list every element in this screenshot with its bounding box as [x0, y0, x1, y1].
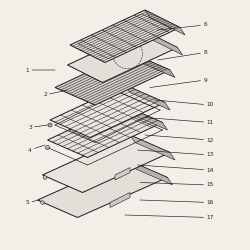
Text: 16: 16 [140, 200, 214, 205]
Text: 3: 3 [28, 125, 48, 130]
Polygon shape [122, 105, 168, 130]
Text: 5: 5 [26, 200, 40, 205]
Text: 11: 11 [145, 118, 214, 125]
Text: 12: 12 [145, 135, 214, 142]
Polygon shape [128, 160, 172, 185]
Text: 9: 9 [150, 78, 207, 88]
Polygon shape [70, 10, 180, 62]
Polygon shape [38, 160, 168, 218]
Polygon shape [142, 30, 182, 55]
Polygon shape [68, 30, 178, 82]
Polygon shape [55, 52, 170, 105]
Text: 8: 8 [158, 50, 207, 60]
Circle shape [46, 146, 50, 150]
Text: 6: 6 [158, 22, 207, 30]
Text: 10: 10 [155, 100, 214, 108]
Polygon shape [110, 192, 130, 208]
Circle shape [48, 123, 52, 127]
Text: 14: 14 [138, 165, 214, 172]
Polygon shape [50, 85, 165, 138]
Text: 2: 2 [43, 90, 68, 98]
Polygon shape [130, 52, 175, 78]
Polygon shape [125, 85, 170, 110]
Text: 1: 1 [26, 68, 55, 72]
Text: 17: 17 [125, 215, 214, 220]
Text: 15: 15 [140, 182, 214, 188]
Polygon shape [42, 135, 170, 192]
Circle shape [43, 176, 47, 179]
Text: 13: 13 [138, 150, 214, 158]
Polygon shape [115, 168, 130, 180]
Circle shape [41, 201, 44, 204]
Text: 4: 4 [28, 145, 45, 152]
Polygon shape [130, 135, 175, 160]
Polygon shape [48, 105, 162, 158]
Polygon shape [145, 10, 185, 35]
